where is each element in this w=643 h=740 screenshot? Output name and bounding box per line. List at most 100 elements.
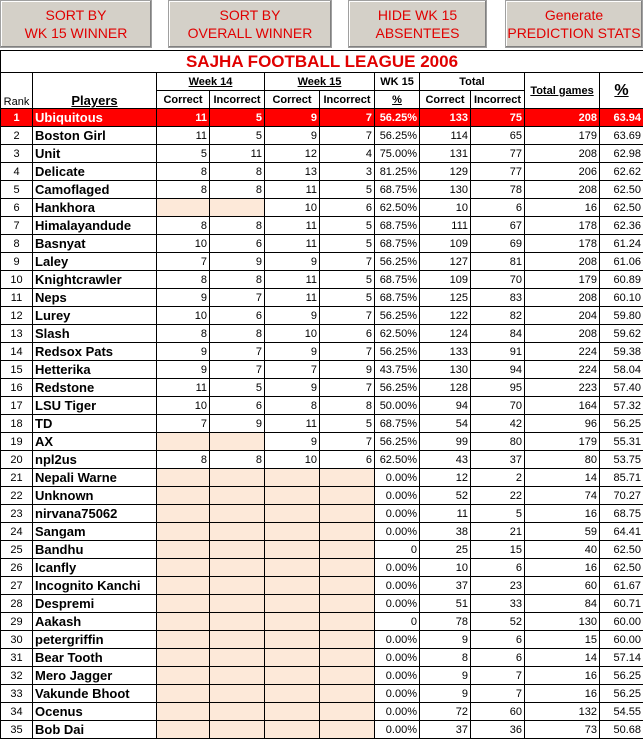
- sheet-title: SAJHA FOOTBALL LEAGUE 2006: [0, 50, 643, 73]
- player-name: Basnyat: [32, 234, 157, 253]
- header-incorrect: Incorrect: [319, 90, 375, 109]
- total-games: 208: [524, 180, 600, 199]
- empty-cell: [209, 594, 265, 613]
- header-correct: Correct: [264, 90, 320, 109]
- empty-cell: [319, 648, 375, 667]
- pct: 62.98: [599, 144, 643, 163]
- rank: 33: [0, 684, 33, 703]
- wk15-correct: 9: [264, 432, 320, 451]
- wk15-pct: 62.50%: [374, 324, 420, 343]
- total-incorrect: 75: [470, 108, 525, 127]
- total-incorrect: 52: [470, 612, 525, 631]
- header-pct: %: [599, 72, 643, 109]
- empty-cell: [156, 522, 210, 541]
- empty-cell: [156, 684, 210, 703]
- wk15-pct: 0.00%: [374, 576, 420, 595]
- total-games: 208: [524, 252, 600, 271]
- wk14-incorrect: 8: [209, 216, 265, 235]
- empty-cell: [156, 594, 210, 613]
- player-row: 5 Camoflaged 8 8 11 5 68.75% 130 78 208 62.50: [0, 180, 643, 199]
- sort-button[interactable]: SORT BY OVERALL WINNER: [168, 0, 332, 48]
- total-incorrect: 7: [470, 666, 525, 685]
- empty-cell: [156, 630, 210, 649]
- total-incorrect: 6: [470, 648, 525, 667]
- total-correct: 125: [419, 288, 471, 307]
- wk15-incorrect: 5: [319, 414, 375, 433]
- button-label: SORT BY: [45, 7, 107, 23]
- wk14-correct: 11: [156, 108, 210, 127]
- pct: 62.36: [599, 216, 643, 235]
- empty-cell: [156, 666, 210, 685]
- rank: 21: [0, 468, 33, 487]
- pct: 60.89: [599, 270, 643, 289]
- empty-cell: [209, 198, 265, 217]
- total-games: 16: [524, 198, 600, 217]
- rank: 17: [0, 396, 33, 415]
- total-games: 179: [524, 432, 600, 451]
- pct: 62.50: [599, 558, 643, 577]
- empty-cell: [264, 630, 320, 649]
- player-row: 31 Bear Tooth 0.00% 8 6 14 57.14: [0, 648, 643, 667]
- wk15-pct: 0.00%: [374, 702, 420, 721]
- player-name: Incognito Kanchi: [32, 576, 157, 595]
- player-name: Nepali Warne: [32, 468, 157, 487]
- total-incorrect: 70: [470, 396, 525, 415]
- wk15-pct: 56.25%: [374, 432, 420, 451]
- player-row: 34 Ocenus 0.00% 72 60 132 54.55: [0, 702, 643, 721]
- rank: 8: [0, 234, 33, 253]
- pct: 57.40: [599, 378, 643, 397]
- pct: 57.14: [599, 648, 643, 667]
- wk14-incorrect: 9: [209, 252, 265, 271]
- total-incorrect: 6: [470, 630, 525, 649]
- sort-button[interactable]: Generate PREDICTION STATS: [505, 0, 643, 48]
- total-incorrect: 91: [470, 342, 525, 361]
- wk15-incorrect: 6: [319, 450, 375, 469]
- pct: 61.06: [599, 252, 643, 271]
- empty-cell: [156, 486, 210, 505]
- wk14-incorrect: 8: [209, 162, 265, 181]
- empty-cell: [264, 720, 320, 739]
- total-games: 73: [524, 720, 600, 739]
- player-name: Redsox Pats: [32, 342, 157, 361]
- player-name: Sangam: [32, 522, 157, 541]
- wk15-correct: 9: [264, 306, 320, 325]
- wk15-pct: 62.50%: [374, 450, 420, 469]
- total-incorrect: 80: [470, 432, 525, 451]
- empty-cell: [319, 576, 375, 595]
- total-games: 208: [524, 324, 600, 343]
- wk14-correct: 10: [156, 234, 210, 253]
- wk15-incorrect: 8: [319, 396, 375, 415]
- total-correct: 8: [419, 648, 471, 667]
- wk14-incorrect: 8: [209, 324, 265, 343]
- total-games: 40: [524, 540, 600, 559]
- wk15-pct: 0.00%: [374, 666, 420, 685]
- wk14-incorrect: 9: [209, 414, 265, 433]
- wk15-correct: 9: [264, 342, 320, 361]
- total-correct: 10: [419, 558, 471, 577]
- total-incorrect: 36: [470, 720, 525, 739]
- total-incorrect: 95: [470, 378, 525, 397]
- player-row: 17 LSU Tiger 10 6 8 8 50.00% 94 70 164 57.32: [0, 396, 643, 415]
- empty-cell: [264, 486, 320, 505]
- total-correct: 111: [419, 216, 471, 235]
- empty-cell: [264, 504, 320, 523]
- header-total-games: Total games: [524, 72, 600, 109]
- wk15-pct: 68.75%: [374, 288, 420, 307]
- player-name: Unit: [32, 144, 157, 163]
- empty-cell: [319, 522, 375, 541]
- button-bar: SORT BY WK 15 WINNER SORT BY OVERALL WINNER…: [0, 0, 643, 50]
- wk14-incorrect: 7: [209, 360, 265, 379]
- empty-cell: [264, 648, 320, 667]
- button-label: WK 15 WINNER: [24, 25, 128, 41]
- total-correct: 122: [419, 306, 471, 325]
- wk15-pct: 43.75%: [374, 360, 420, 379]
- sort-button[interactable]: SORT BY WK 15 WINNER: [0, 0, 152, 48]
- pct: 56.25: [599, 684, 643, 703]
- rank: 7: [0, 216, 33, 235]
- button-label: OVERALL WINNER: [187, 25, 313, 41]
- rank: 19: [0, 432, 33, 451]
- empty-cell: [264, 576, 320, 595]
- sort-button[interactable]: HIDE WK 15 ABSENTEES: [348, 0, 487, 48]
- total-incorrect: 77: [470, 162, 525, 181]
- pct: 55.31: [599, 432, 643, 451]
